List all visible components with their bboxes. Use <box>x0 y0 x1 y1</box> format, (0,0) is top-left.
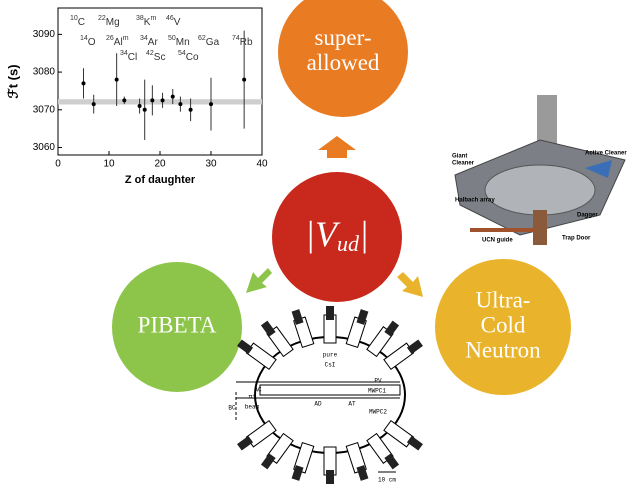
point <box>161 98 165 102</box>
element: Co <box>186 52 199 63</box>
isomer: m <box>123 35 129 42</box>
element: Ga <box>206 37 220 48</box>
mass-number: 46 <box>166 15 174 22</box>
node-label: super- <box>314 25 371 50</box>
x-tick-label: 0 <box>55 159 61 170</box>
photo-label: Halbach array <box>455 198 495 204</box>
photo-label: UCN guide <box>482 238 513 244</box>
mass-number: 42 <box>146 50 154 57</box>
y-axis-label: ℱt (s) <box>5 64 20 98</box>
pibeta-label: CsI <box>325 362 336 369</box>
pibeta-label: 10 cm <box>378 477 396 484</box>
x-tick-label: 20 <box>154 159 166 170</box>
y-tick-label: 3060 <box>33 142 56 153</box>
point <box>115 78 119 82</box>
photo-label: Active Cleaner <box>585 151 627 157</box>
point <box>92 102 96 106</box>
mass-number: 26 <box>106 35 114 42</box>
x-tick-label: 10 <box>103 159 115 170</box>
pmt <box>356 465 368 481</box>
pibeta-label: PV <box>374 378 382 385</box>
pibeta-label: AD <box>314 401 322 408</box>
arrow-up <box>318 136 356 158</box>
mass-number: 74 <box>232 35 240 42</box>
y-tick-label: 3080 <box>33 67 56 78</box>
element: O <box>88 37 96 48</box>
element: Rb <box>240 37 253 48</box>
node-label: allowed <box>307 50 380 75</box>
point <box>122 98 126 102</box>
pibeta-drawing: pure CsI PV MWPC1 MWPC2 AC AD AT π⁺ beam BC 10 cm <box>228 306 423 484</box>
photo-label: Giant <box>452 154 467 160</box>
point <box>242 78 246 82</box>
dagger <box>533 210 547 245</box>
node-label: PIBETA <box>138 312 217 337</box>
photo-label: Trap Door <box>562 236 591 242</box>
trap <box>485 165 595 215</box>
element: Cl <box>128 52 137 63</box>
diagram: |Vud| GiantCleaner Active Cleaner Halbach … <box>0 0 633 487</box>
point <box>143 108 147 112</box>
arrow-left <box>246 268 272 293</box>
x-axis-label: Z of daughter <box>125 174 196 186</box>
mass-number: 22 <box>98 15 106 22</box>
element: Sc <box>154 52 166 63</box>
pibeta-label: π⁺ <box>249 394 256 401</box>
pmt <box>356 309 368 325</box>
vud-sub: ud <box>337 231 360 256</box>
point <box>82 81 86 85</box>
pibeta-label: BC <box>228 405 236 412</box>
node-label: Ultra- <box>476 287 531 312</box>
pibeta-label: beam <box>245 404 260 411</box>
pibeta-label: MWPC1 <box>368 388 386 395</box>
mass-number: 38 <box>136 15 144 22</box>
element: C <box>78 17 85 28</box>
mass-number: 10 <box>70 15 78 22</box>
photo-label: Cleaner <box>452 161 475 167</box>
average-band <box>58 99 262 104</box>
node-label: Cold <box>481 312 526 337</box>
pibeta-label: MWPC2 <box>369 409 387 416</box>
mass-number: 34 <box>140 35 148 42</box>
mass-number: 62 <box>198 35 206 42</box>
element: Ar <box>148 37 159 48</box>
inset-chart: 0 10 20 30 40 3060 3070 3080 3090 Z of daughter ℱt… <box>5 8 268 186</box>
point <box>171 95 175 99</box>
vud-main: |V <box>305 214 341 254</box>
point <box>150 98 154 102</box>
x-tick-label: 30 <box>205 159 217 170</box>
pibeta-label: AT <box>348 401 356 408</box>
y-tick-label: 3090 <box>33 29 56 40</box>
element: V <box>174 17 181 28</box>
pmt <box>326 470 334 484</box>
mass-number: 14 <box>80 35 88 42</box>
element: Mn <box>176 37 190 48</box>
pmt <box>292 465 304 481</box>
point <box>178 102 182 106</box>
vud-close: | <box>359 214 369 254</box>
pibeta-label: AC <box>254 387 262 394</box>
photo-label: Dagger <box>577 213 598 219</box>
mass-number: 50 <box>168 35 176 42</box>
pmt <box>326 306 334 320</box>
point <box>138 104 142 108</box>
y-tick-label: 3070 <box>33 104 56 115</box>
mass-number: 54 <box>178 50 186 57</box>
element: Al <box>114 37 123 48</box>
mass-number: 34 <box>120 50 128 57</box>
isomer: m <box>150 15 156 22</box>
x-tick-label: 40 <box>256 159 268 170</box>
pibeta-label: pure <box>323 352 338 359</box>
pmt <box>292 309 304 325</box>
point <box>189 108 193 112</box>
element: Mg <box>106 17 120 28</box>
point <box>209 102 213 106</box>
plot-frame <box>58 8 262 155</box>
arrow-right <box>397 272 423 297</box>
node-label: Neutron <box>465 337 541 362</box>
